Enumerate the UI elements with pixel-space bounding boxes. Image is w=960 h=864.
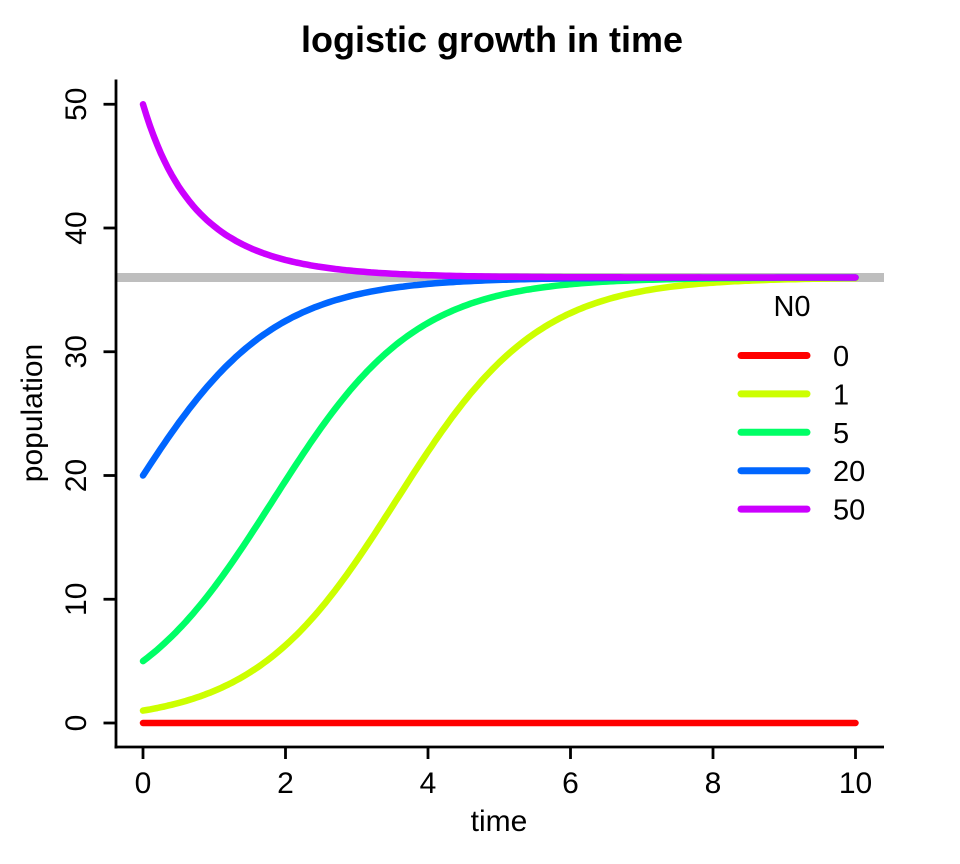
legend-item: 1 [737, 379, 849, 411]
legend-item: 0 [737, 341, 849, 373]
legend: N0 0 1 5 20 50 [737, 291, 865, 527]
x-tick-label: 0 [135, 767, 152, 800]
legend-label: 5 [833, 418, 849, 450]
x-tick-label: 6 [562, 767, 579, 800]
x-tick-label: 4 [420, 767, 437, 800]
y-tick-label: 20 [60, 459, 93, 492]
x-axis-label: time [471, 805, 528, 838]
series-lines-layer [139, 101, 859, 727]
x-tick-label: 10 [839, 767, 872, 800]
chart-title: logistic growth in time [301, 19, 683, 60]
x-tick-label: 8 [705, 767, 722, 800]
legend-label: 20 [833, 456, 865, 488]
y-tick-label: 10 [60, 583, 93, 616]
legend-label: 50 [833, 495, 865, 527]
series-line-N0-20 [139, 274, 859, 479]
legend-item: 50 [737, 495, 865, 527]
x-tick-label: 2 [277, 767, 294, 800]
y-tick-label: 30 [60, 335, 93, 368]
y-tick-label: 0 [60, 715, 93, 732]
series-line-N0-50 [139, 101, 859, 281]
legend-label: 0 [833, 341, 849, 373]
y-tick-label: 50 [60, 88, 93, 121]
legend-label: 1 [833, 379, 849, 411]
legend-title: N0 [773, 291, 810, 323]
y-axis-label: population [16, 344, 49, 482]
legend-item: 20 [737, 456, 865, 488]
y-tick-label: 40 [60, 211, 93, 244]
legend-item: 5 [737, 418, 849, 450]
